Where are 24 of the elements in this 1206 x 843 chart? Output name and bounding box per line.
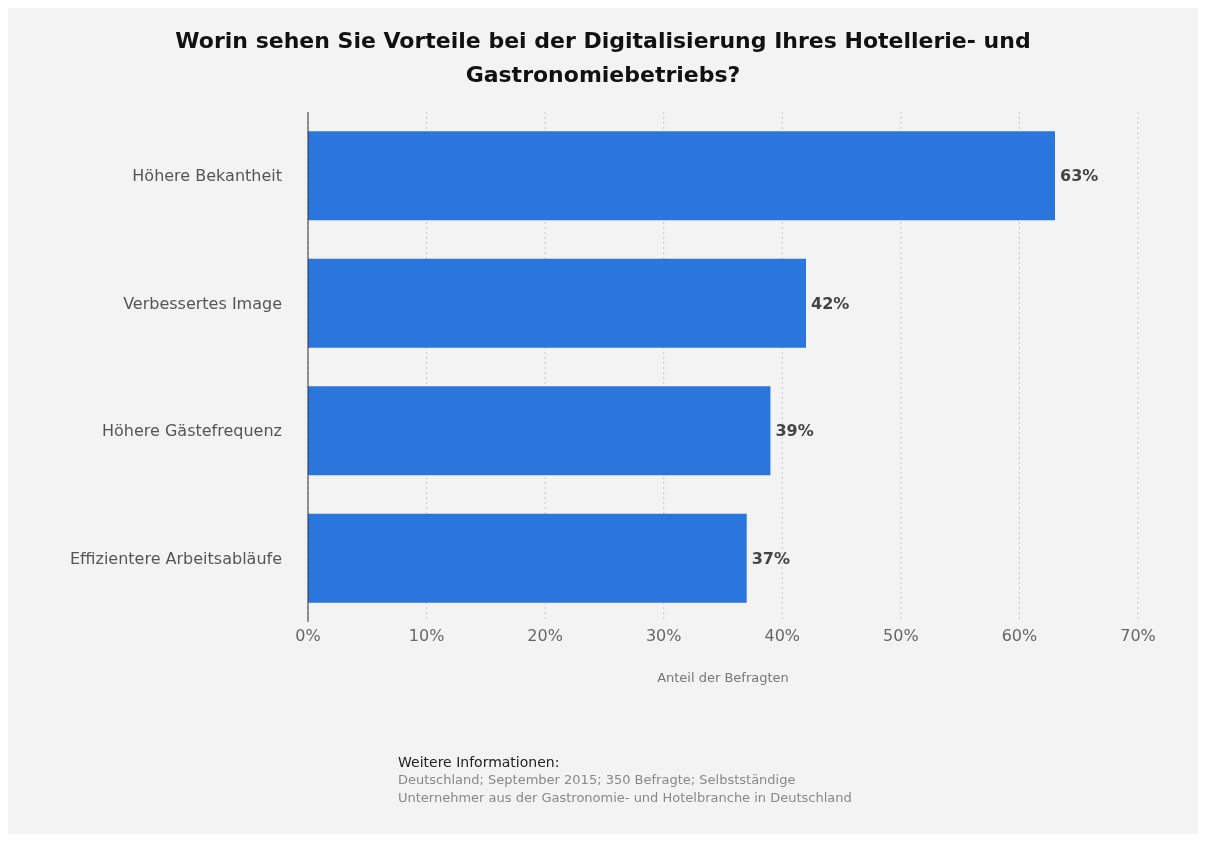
x-tick-label: 40% — [764, 626, 801, 646]
y-tick-label: Verbessertes Image — [123, 293, 282, 313]
text: Deutschland; September 2015; 350 Befragte; Selbstständige Unternehmer aus der Gastronomie- und Hotelbranche in Deutschland — [398, 771, 853, 807]
bar — [308, 131, 1055, 221]
data-label: 42% — [811, 293, 850, 313]
text: Weitere Informationen: — [398, 753, 561, 771]
data-label: 37% — [751, 548, 791, 568]
y-tick-label: Effizientere Arbeitsabläufe — [69, 548, 282, 568]
x-tick-label: 0% — [295, 626, 321, 646]
bar — [308, 513, 747, 603]
y-tick-label: Höhere Bekantheit — [132, 166, 282, 186]
x-tick-label: 20% — [527, 626, 563, 646]
bar — [308, 386, 771, 476]
x-tick-label: 60% — [1001, 626, 1038, 646]
x-tick-label: 30% — [645, 626, 682, 646]
x-tick-label: 10% — [408, 626, 445, 646]
x-tick-label: 70% — [1120, 626, 1156, 646]
data-label: 39% — [775, 421, 814, 441]
y-tick-label: Höhere Gästefrequenz — [102, 421, 282, 441]
x-tick-label: 50% — [883, 626, 919, 646]
bar — [308, 258, 806, 348]
data-label: 63% — [1060, 166, 1099, 186]
x-axis-title: Anteil der Befragten — [657, 670, 789, 685]
chart-title: Worin sehen Sie Vorteile bei der Digitalisierung Ihres Hotellerie- und Gastronomiebetriebs? — [174, 27, 1032, 89]
